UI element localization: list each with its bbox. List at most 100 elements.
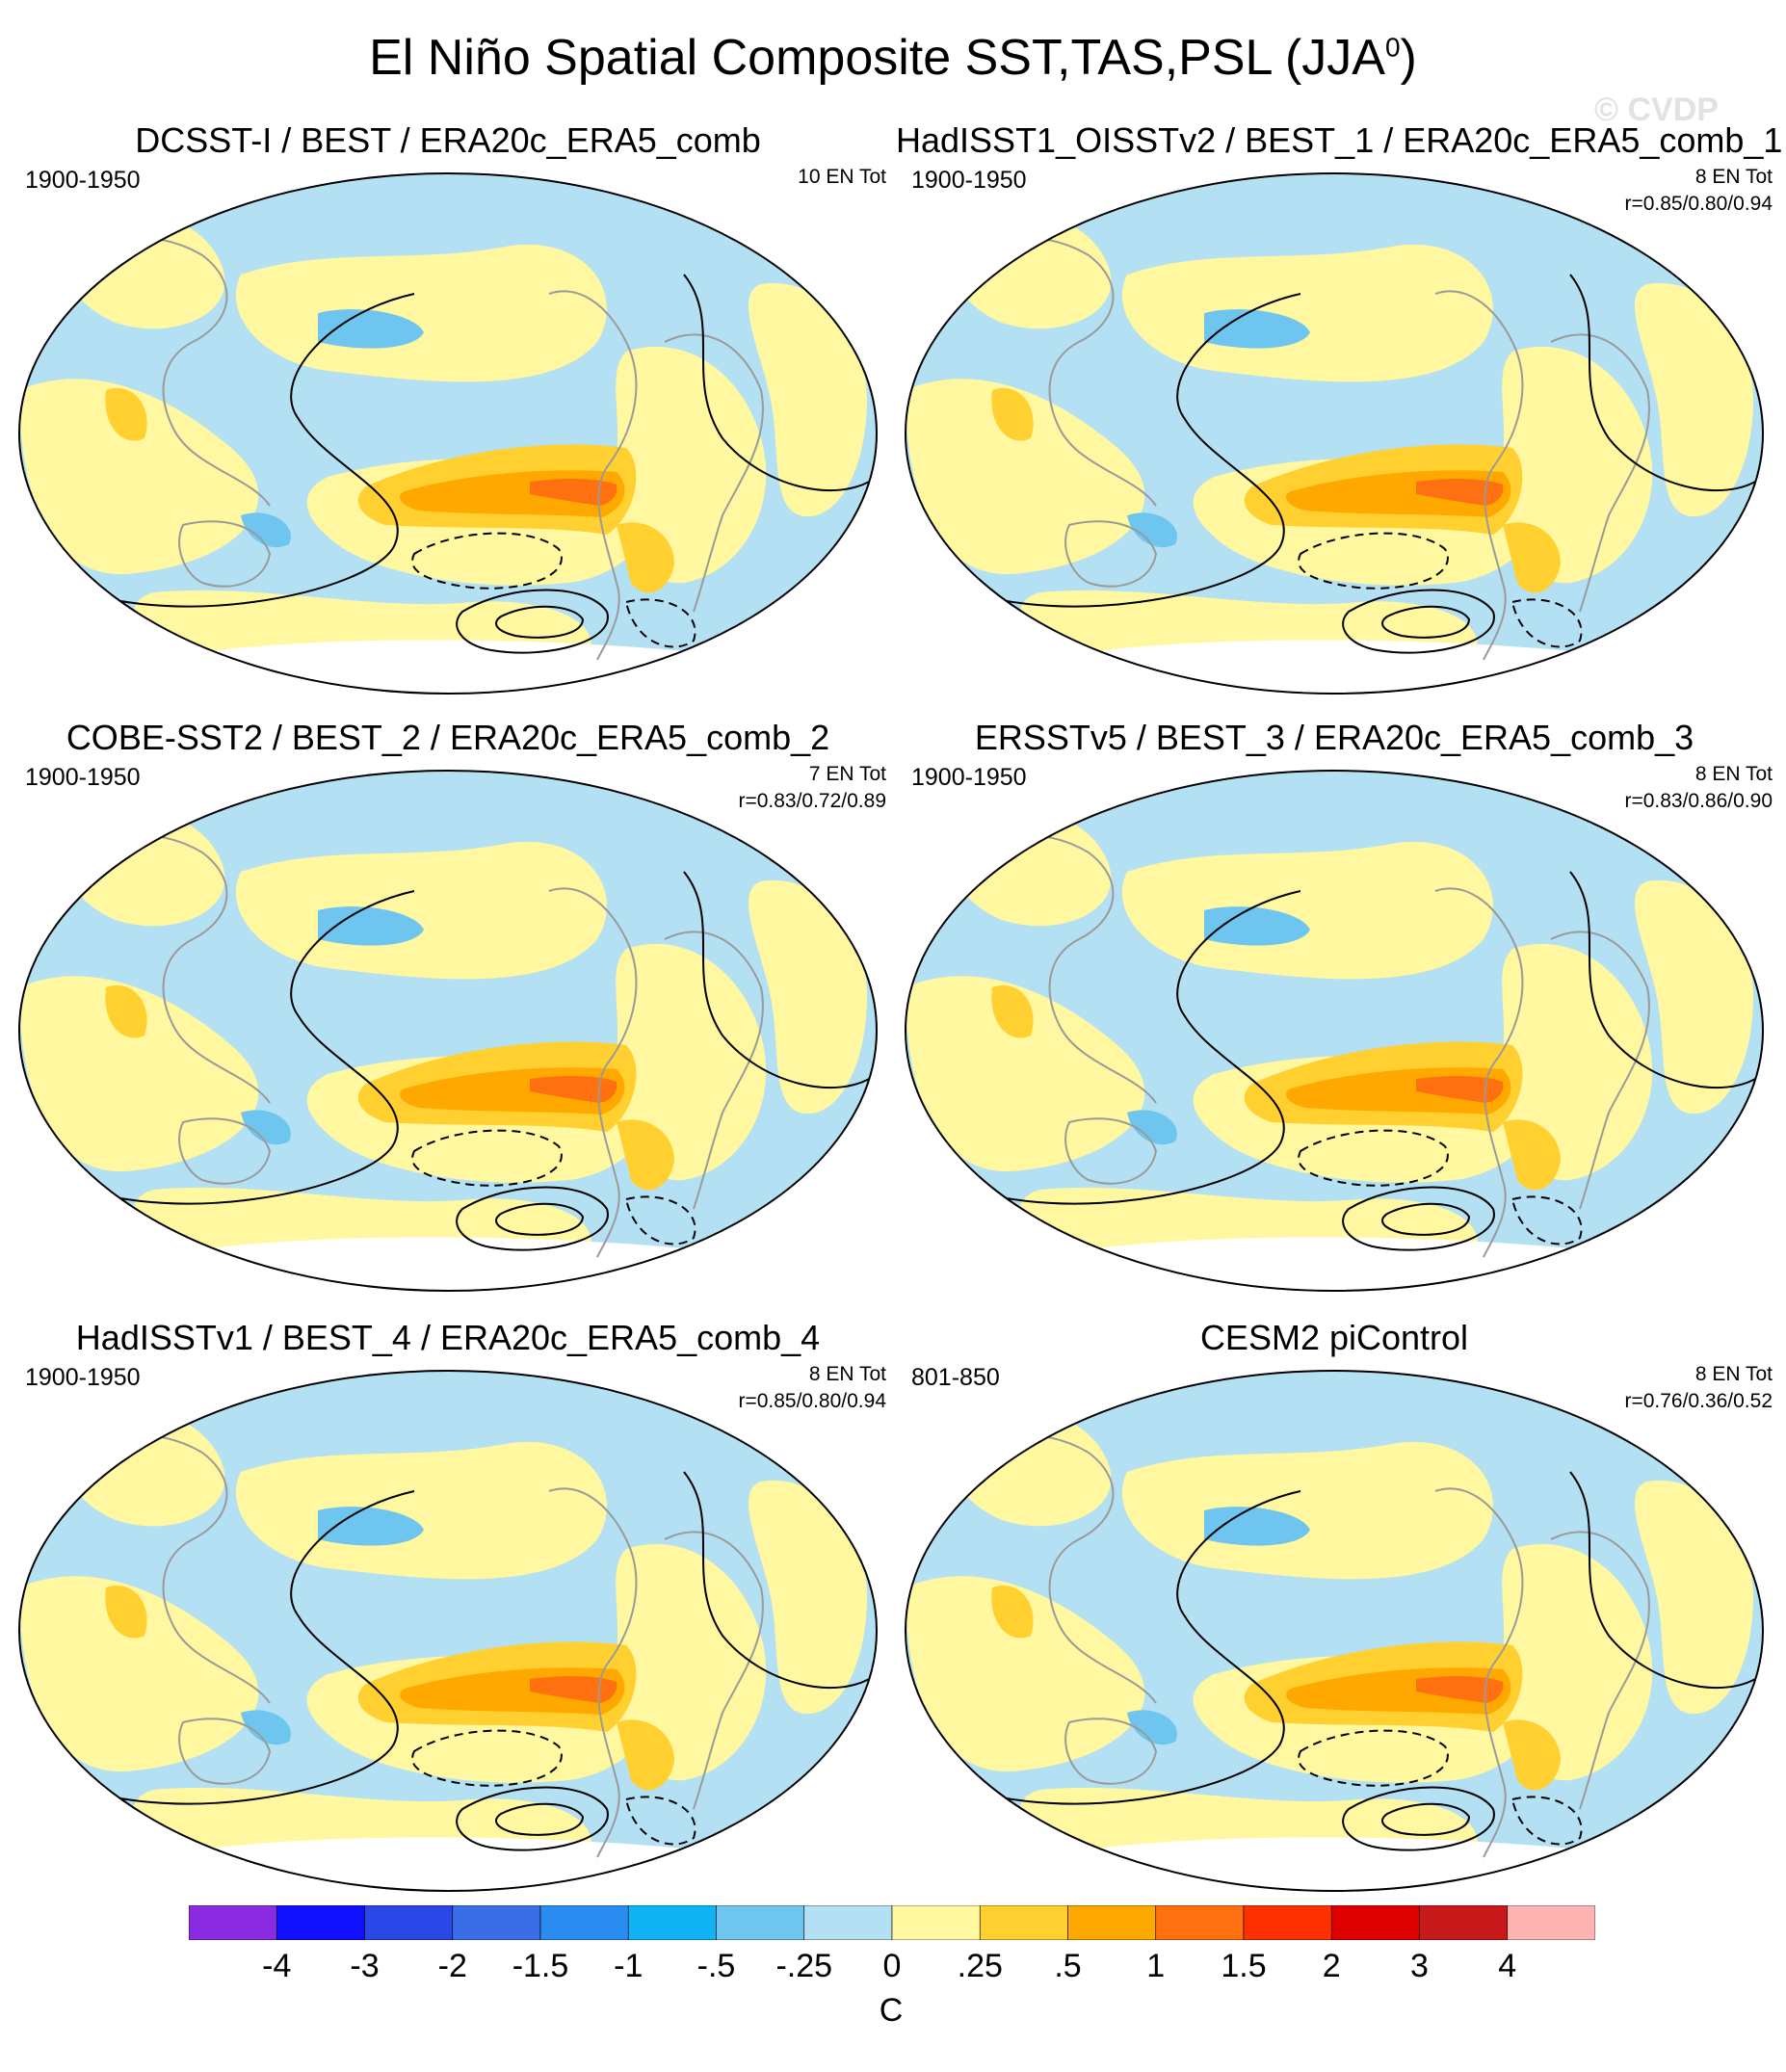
- psl-contour-positive: [495, 1202, 585, 1236]
- cool-region: [1127, 1110, 1177, 1145]
- colorbar-tick-label: 1.5: [1221, 1948, 1267, 1984]
- cool-region: [318, 1507, 424, 1546]
- map-panel-4: ERSSTv5 / BEST_3 / ERA20c_ERA5_comb_3 19…: [896, 718, 1773, 1305]
- psl-contour-positive: [495, 605, 585, 639]
- robinson-map: [905, 172, 1764, 695]
- warm-region: [1503, 1119, 1561, 1191]
- warm-region: [235, 244, 607, 382]
- psl-contour-positive: [683, 871, 877, 1089]
- colorbar-box: [716, 1905, 805, 1940]
- psl-contour-negative: [1510, 1195, 1583, 1246]
- colorbar-box: [979, 1905, 1068, 1940]
- panel-title: HadISST1_OISSTv2 / BEST_1 / ERA20c_ERA5_…: [896, 120, 1783, 160]
- colorbar-box: [803, 1905, 893, 1940]
- colorbar-box: [539, 1905, 629, 1940]
- colorbar-tick-label: 4: [1498, 1948, 1517, 1984]
- colorbar-box: [1067, 1905, 1157, 1940]
- psl-contour-negative: [624, 1796, 696, 1846]
- warm-region: [105, 985, 147, 1038]
- colorbar-tick-label: -.5: [696, 1948, 736, 1984]
- colorbar: [189, 1905, 1595, 1940]
- title-superscript: 0: [1384, 32, 1401, 63]
- warm-region: [617, 1719, 674, 1791]
- event-count: 8 EN Tot: [1694, 1363, 1773, 1385]
- psl-contour-negative: [1298, 1129, 1449, 1187]
- warm-region: [749, 282, 867, 517]
- cool-region: [1127, 1710, 1177, 1745]
- warm-region: [105, 388, 147, 441]
- panel-period: 1900-1950: [911, 167, 1027, 194]
- map-border: [18, 172, 878, 695]
- psl-contour-positive: [683, 1471, 877, 1690]
- pattern-correlation: r=0.83/0.86/0.90: [1624, 790, 1773, 812]
- map-border: [905, 172, 1764, 695]
- psl-contour-positive: [456, 589, 609, 654]
- coastline: [953, 236, 1650, 661]
- event-count: 7 EN Tot: [808, 763, 886, 785]
- warm-region: [617, 522, 674, 593]
- psl-contour-negative: [1510, 1796, 1583, 1846]
- psl-contour-positive: [495, 1802, 585, 1836]
- robinson-map: [905, 1370, 1764, 1892]
- pattern-correlation: r=0.85/0.80/0.94: [738, 1390, 886, 1412]
- psl-contour-positive: [924, 293, 1301, 608]
- panel-title: HadISSTv1 / BEST_4 / ERA20c_ERA5_comb_4: [75, 1318, 821, 1357]
- psl-contour-negative: [411, 1729, 563, 1787]
- figure-title: El Niño Spatial Composite SST,TAS,PSL (J…: [369, 30, 1417, 86]
- colorbar-box: [627, 1905, 717, 1940]
- warm-region: [1121, 244, 1493, 382]
- cool-region: [1127, 512, 1177, 548]
- warm-region: [235, 841, 607, 980]
- colorbar-box: [452, 1905, 541, 1940]
- colorbar-box: [1155, 1905, 1245, 1940]
- pattern-correlation: r=0.76/0.36/0.52: [1624, 1390, 1773, 1412]
- cool-region: [318, 906, 424, 946]
- colorbar-tick-label: -1: [614, 1948, 643, 1984]
- colorbar-box: [364, 1905, 454, 1940]
- psl-contour-positive: [38, 1490, 415, 1805]
- colorbar-tick-label: 0: [882, 1948, 902, 1984]
- cool-region: [1204, 906, 1310, 946]
- warm-region: [615, 346, 767, 584]
- colorbar-box: [1419, 1905, 1509, 1940]
- map-border: [905, 770, 1764, 1292]
- warm-region: [1635, 879, 1753, 1115]
- psl-contour-positive: [1342, 1186, 1495, 1251]
- colorbar-box: [1507, 1905, 1595, 1940]
- colorbar-tick-label: -3: [350, 1948, 380, 1984]
- map-border: [18, 1370, 878, 1892]
- psl-contour-negative: [1298, 1729, 1449, 1787]
- event-count: 8 EN Tot: [1694, 763, 1773, 785]
- cool-region: [241, 1110, 291, 1145]
- warm-region: [105, 1586, 147, 1639]
- robinson-map: [18, 770, 878, 1292]
- map-border: [18, 770, 878, 1292]
- warm-region: [615, 1543, 767, 1781]
- panel-period: 1900-1950: [25, 167, 141, 194]
- map-panel-5: HadISSTv1 / BEST_4 / ERA20c_ERA5_comb_4 …: [10, 1318, 886, 1905]
- psl-contour-positive: [1381, 605, 1471, 639]
- warm-region: [1501, 1543, 1653, 1781]
- psl-contour-positive: [683, 274, 877, 492]
- psl-contour-negative: [411, 1129, 563, 1187]
- coastline: [66, 1433, 764, 1858]
- psl-contour-positive: [924, 890, 1301, 1205]
- colorbar-tick-label: 3: [1410, 1948, 1429, 1984]
- panel-title: CESM2 piControl: [1199, 1318, 1469, 1357]
- enso-warm-peak: [1416, 1076, 1504, 1103]
- psl-contour-positive: [1381, 1802, 1471, 1836]
- warm-region: [991, 1586, 1034, 1639]
- colorbar-tick-label: .25: [957, 1948, 1003, 1984]
- psl-contour-negative: [1510, 598, 1583, 648]
- colorbar-box: [1243, 1905, 1332, 1940]
- psl-contour-positive: [1342, 589, 1495, 654]
- robinson-map: [18, 172, 878, 695]
- warm-region: [991, 985, 1034, 1038]
- enso-warm-peak: [530, 1676, 617, 1703]
- warm-region: [19, 379, 259, 575]
- map-panel-2: HadISST1_OISSTv2 / BEST_1 / ERA20c_ERA5_…: [896, 120, 1783, 708]
- colorbar-units: C: [879, 1992, 904, 2029]
- map-border: [905, 1370, 1764, 1892]
- cool-region: [241, 512, 291, 548]
- warm-region: [1121, 1441, 1493, 1580]
